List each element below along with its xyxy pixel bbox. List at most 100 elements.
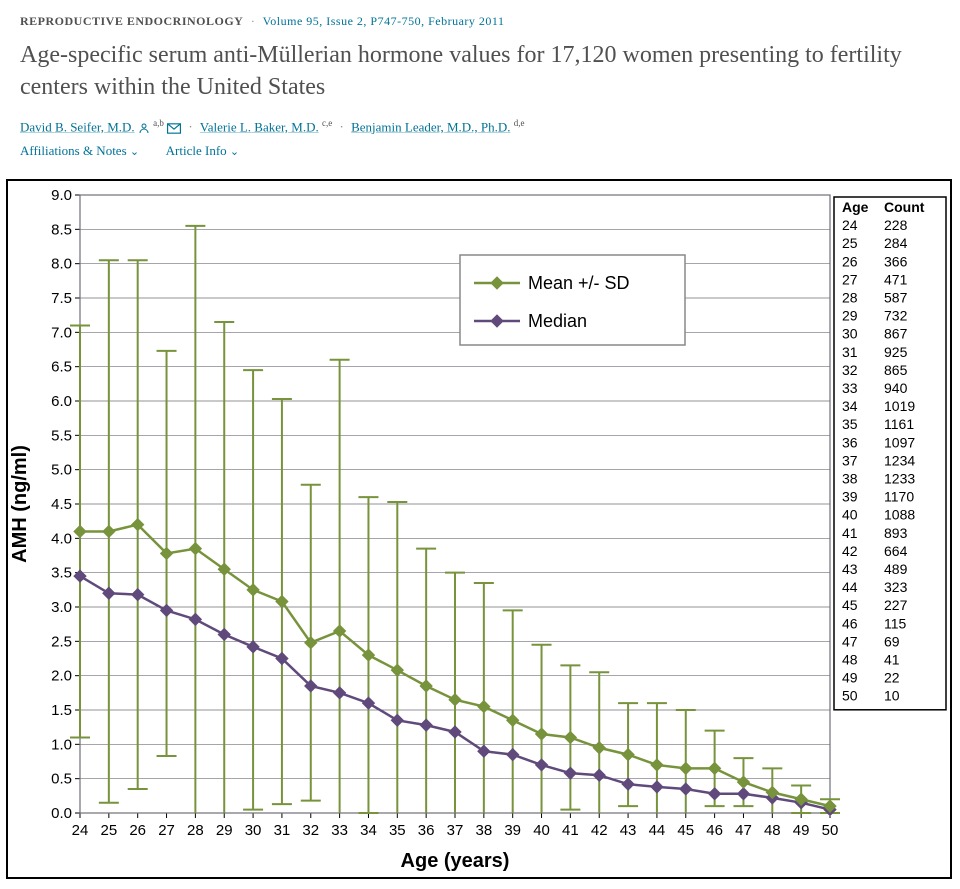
svg-text:284: 284 <box>884 235 908 251</box>
svg-text:471: 471 <box>884 272 908 288</box>
svg-text:41: 41 <box>842 525 858 541</box>
svg-text:32: 32 <box>302 822 319 839</box>
svg-text:1.5: 1.5 <box>51 702 72 719</box>
chevron-down-icon: ⌄ <box>230 146 239 158</box>
svg-text:1097: 1097 <box>884 434 915 450</box>
mail-icon[interactable] <box>167 123 181 134</box>
svg-text:34: 34 <box>842 398 858 414</box>
article-info-toggle[interactable]: Article Info ⌄ <box>166 143 239 158</box>
svg-text:Median: Median <box>528 311 587 331</box>
svg-text:42: 42 <box>842 543 858 559</box>
svg-text:8.5: 8.5 <box>51 221 72 238</box>
svg-text:32: 32 <box>842 362 858 378</box>
svg-text:30: 30 <box>245 822 262 839</box>
svg-text:28: 28 <box>187 822 204 839</box>
author-3-aff: d,e <box>514 118 525 128</box>
authors-line: David B. Seifer, M.D. a,b · Valerie L. B… <box>20 118 940 135</box>
svg-text:33: 33 <box>331 822 348 839</box>
svg-text:7.5: 7.5 <box>51 290 72 307</box>
svg-text:31: 31 <box>842 344 858 360</box>
svg-text:22: 22 <box>884 670 900 686</box>
svg-text:6.0: 6.0 <box>51 393 72 410</box>
svg-text:893: 893 <box>884 525 908 541</box>
svg-text:36: 36 <box>842 434 858 450</box>
svg-text:44: 44 <box>649 822 666 839</box>
svg-text:38: 38 <box>476 822 493 839</box>
svg-text:48: 48 <box>842 652 858 668</box>
svg-text:27: 27 <box>842 272 858 288</box>
svg-text:AMH (ng/ml): AMH (ng/ml) <box>9 445 31 563</box>
author-1-aff: a,b <box>153 118 164 128</box>
svg-text:46: 46 <box>842 615 858 631</box>
article-title: Age-specific serum anti-Müllerian hormon… <box>20 39 940 104</box>
svg-text:69: 69 <box>884 634 900 650</box>
amh-chart: 0.00.51.01.52.02.53.03.54.04.55.05.56.06… <box>8 181 950 877</box>
svg-text:587: 587 <box>884 290 908 306</box>
svg-text:41: 41 <box>562 822 579 839</box>
svg-text:3.5: 3.5 <box>51 565 72 582</box>
svg-text:25: 25 <box>101 822 118 839</box>
svg-text:39: 39 <box>842 489 858 505</box>
svg-text:1.0: 1.0 <box>51 736 72 753</box>
meta-links: Affiliations & Notes ⌄ Article Info ⌄ <box>20 143 940 159</box>
svg-text:10: 10 <box>884 688 900 704</box>
svg-text:1088: 1088 <box>884 507 915 523</box>
svg-text:4.5: 4.5 <box>51 496 72 513</box>
journal-name: REPRODUCTIVE ENDOCRINOLOGY <box>20 14 243 28</box>
svg-text:7.0: 7.0 <box>51 324 72 341</box>
svg-text:49: 49 <box>793 822 810 839</box>
svg-text:48: 48 <box>764 822 781 839</box>
svg-text:867: 867 <box>884 326 908 342</box>
svg-text:39: 39 <box>504 822 521 839</box>
svg-text:4.0: 4.0 <box>51 530 72 547</box>
svg-text:228: 228 <box>884 217 908 233</box>
svg-text:40: 40 <box>842 507 858 523</box>
author-2-aff: c,e <box>322 118 332 128</box>
svg-text:47: 47 <box>842 634 858 650</box>
svg-text:34: 34 <box>360 822 377 839</box>
article-info-label: Article Info <box>166 143 227 158</box>
author-2[interactable]: Valerie L. Baker, M.D. <box>200 119 319 134</box>
svg-text:0.5: 0.5 <box>51 771 72 788</box>
svg-text:35: 35 <box>389 822 406 839</box>
author-3[interactable]: Benjamin Leader, M.D., Ph.D. <box>351 119 510 134</box>
separator: · <box>251 14 256 28</box>
svg-text:8.0: 8.0 <box>51 256 72 273</box>
separator: · <box>340 119 344 134</box>
journal-line: REPRODUCTIVE ENDOCRINOLOGY · Volume 95, … <box>20 14 940 29</box>
svg-text:1170: 1170 <box>884 489 914 505</box>
svg-text:Age (years): Age (years) <box>401 850 510 872</box>
svg-text:Age: Age <box>842 199 869 215</box>
svg-text:865: 865 <box>884 362 908 378</box>
svg-text:33: 33 <box>842 380 858 396</box>
svg-text:1161: 1161 <box>884 416 914 432</box>
svg-text:5.0: 5.0 <box>51 462 72 479</box>
svg-text:9.0: 9.0 <box>51 187 72 204</box>
svg-text:43: 43 <box>620 822 637 839</box>
chart-container: 0.00.51.01.52.02.53.03.54.04.55.05.56.06… <box>6 179 952 879</box>
author-1[interactable]: David B. Seifer, M.D. <box>20 119 135 134</box>
svg-text:36: 36 <box>418 822 435 839</box>
svg-text:50: 50 <box>822 822 839 839</box>
svg-text:50: 50 <box>842 688 858 704</box>
svg-text:30: 30 <box>842 326 858 342</box>
svg-text:47: 47 <box>735 822 752 839</box>
svg-text:46: 46 <box>706 822 723 839</box>
affiliations-toggle[interactable]: Affiliations & Notes ⌄ <box>20 143 139 158</box>
svg-text:3.0: 3.0 <box>51 599 72 616</box>
svg-text:1234: 1234 <box>884 453 915 469</box>
svg-text:2.5: 2.5 <box>51 633 72 650</box>
svg-text:24: 24 <box>72 822 89 839</box>
chevron-down-icon: ⌄ <box>130 146 139 158</box>
svg-text:732: 732 <box>884 308 908 324</box>
svg-text:44: 44 <box>842 579 858 595</box>
journal-meta[interactable]: Volume 95, Issue 2, P747-750, February 2… <box>263 14 505 28</box>
svg-text:323: 323 <box>884 579 908 595</box>
svg-text:29: 29 <box>216 822 233 839</box>
svg-text:26: 26 <box>129 822 146 839</box>
svg-text:27: 27 <box>158 822 175 839</box>
svg-text:25: 25 <box>842 235 858 251</box>
svg-text:24: 24 <box>842 217 858 233</box>
svg-text:489: 489 <box>884 561 908 577</box>
svg-text:49: 49 <box>842 670 858 686</box>
